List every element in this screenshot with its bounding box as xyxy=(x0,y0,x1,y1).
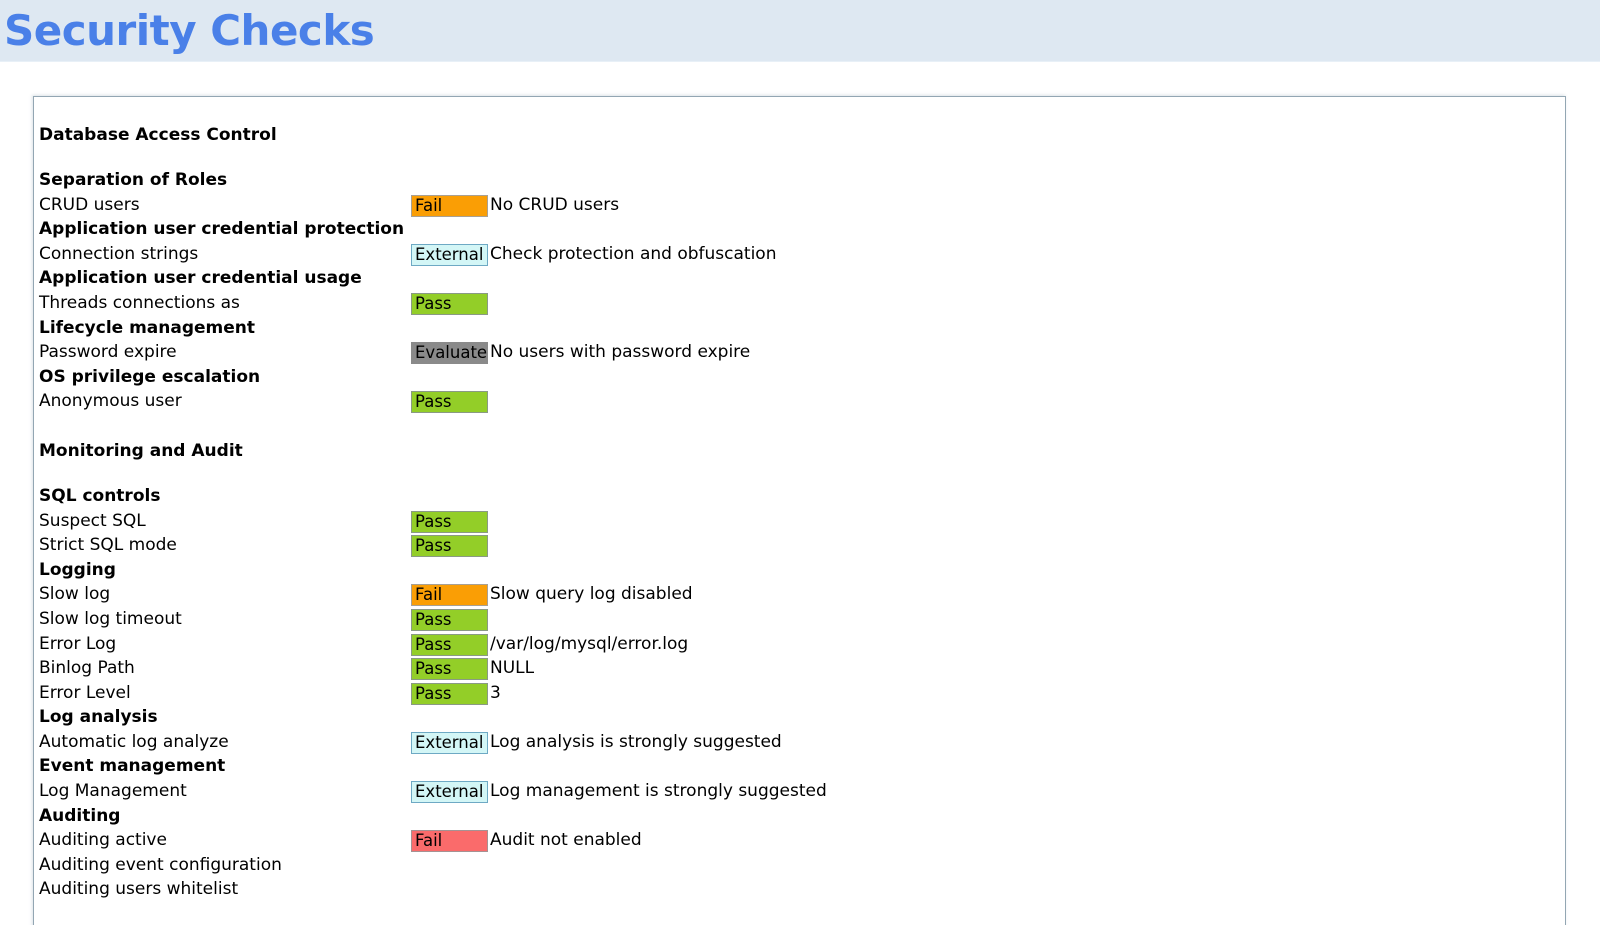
check-group-heading: Auditing xyxy=(38,804,1565,829)
vertical-scrollbar-thumb[interactable] xyxy=(1564,171,1565,209)
status-badge: External xyxy=(411,731,488,754)
check-row: Connection strings External Check protecti… xyxy=(38,242,1565,267)
status-badge: Pass xyxy=(411,682,488,705)
check-group-heading: OS privilege escalation xyxy=(38,365,1565,390)
status-badge: Fail xyxy=(411,194,488,217)
section-title-gap xyxy=(38,147,1565,168)
check-label: Password expire xyxy=(39,342,177,363)
report-panel: Database Access Control Separation of Rol… xyxy=(33,96,1566,925)
check-label: Anonymous user xyxy=(39,391,182,412)
page-header: Security Checks xyxy=(0,0,1600,62)
check-row: Binlog Path Pass NULL xyxy=(38,656,1565,681)
check-row: Error Level Pass 3 xyxy=(38,681,1565,706)
check-group-heading: Logging xyxy=(38,558,1565,583)
check-label: Auditing active xyxy=(39,830,167,851)
status-badge: Pass xyxy=(411,391,488,414)
vertical-scrollbar-track[interactable] xyxy=(1563,97,1565,925)
check-group-label: Log analysis xyxy=(39,707,158,728)
status-badge: Pass xyxy=(411,292,488,315)
status-badge: Evaluate xyxy=(411,342,488,365)
check-group-label: Application user credential usage xyxy=(39,268,362,289)
check-group-label: Application user credential protection xyxy=(39,219,405,240)
status-badge: Fail xyxy=(411,830,488,853)
check-label: Error Level xyxy=(39,682,131,703)
check-row: Error Log Pass/var/log/mysql/error.log xyxy=(38,632,1565,657)
check-group-heading: Lifecycle management xyxy=(38,316,1565,341)
check-label: Log Management xyxy=(39,781,187,802)
check-group-label: Separation of Roles xyxy=(39,170,228,190)
check-group-heading: Application user credential protection xyxy=(38,217,1565,242)
check-row: Automatic log analyze External Log analysi… xyxy=(38,730,1565,755)
check-note: Log management is strongly suggested xyxy=(490,781,827,802)
check-group-heading: Event management xyxy=(38,754,1565,779)
status-badge: Pass xyxy=(411,658,488,681)
check-label: Slow log timeout xyxy=(39,608,182,629)
check-label: Auditing event configuration xyxy=(39,854,282,875)
check-group-heading: Log analysis xyxy=(38,705,1565,730)
check-note: Audit not enabled xyxy=(490,830,642,851)
status-badge: Pass xyxy=(411,633,488,656)
status-badge: Pass xyxy=(411,535,488,558)
security-checks-report: Database Access Control Separation of Rol… xyxy=(38,123,1565,902)
check-row: Threads connections as Pass xyxy=(38,291,1565,316)
check-row: Strict SQL mode Pass xyxy=(38,533,1565,558)
status-badge: External xyxy=(411,781,488,804)
check-label: Binlog Path xyxy=(39,658,135,679)
check-note: /var/log/mysql/error.log xyxy=(490,633,689,654)
check-row: Anonymous user Pass xyxy=(38,389,1565,414)
section-title-gap xyxy=(38,463,1565,484)
status-badge: Fail xyxy=(411,584,488,607)
status-badge: Pass xyxy=(411,608,488,631)
section-spacer xyxy=(38,414,1565,439)
check-group-heading: Application user credential usage xyxy=(38,266,1565,291)
check-group-label: OS privilege escalation xyxy=(39,366,261,387)
check-note: Slow query log disabled xyxy=(490,584,693,605)
check-label: Suspect SQL xyxy=(39,510,146,531)
check-row: Auditing users whitelist xyxy=(38,877,1565,902)
check-group-heading: Separation of Roles xyxy=(38,168,1565,193)
check-label: Slow log xyxy=(39,584,111,605)
check-label: Strict SQL mode xyxy=(39,535,177,556)
check-label: CRUD users xyxy=(39,194,140,215)
check-group-heading: SQL controls xyxy=(38,484,1565,509)
check-row: Slow log Fail Slow query log disabled xyxy=(38,582,1565,607)
report-panel-wrapper: Database Access Control Separation of Rol… xyxy=(33,96,1567,925)
check-row: Slow log timeout Pass xyxy=(38,607,1565,632)
check-group-label: Auditing xyxy=(39,805,121,826)
check-row: Suspect SQL Pass xyxy=(38,509,1565,534)
check-note: No users with password expire xyxy=(490,342,751,363)
check-row: Auditing event configuration xyxy=(38,853,1565,878)
check-label: Threads connections as xyxy=(39,292,240,313)
check-label: Error Log xyxy=(39,633,117,654)
page-title: Security Checks xyxy=(4,5,375,55)
check-note: Log analysis is strongly suggested xyxy=(490,731,782,752)
section-title: Database Access Control xyxy=(39,125,277,145)
check-row: Password expire Evaluate No users with pas… xyxy=(38,340,1565,365)
check-label: Automatic log analyze xyxy=(39,731,229,752)
check-label: Auditing users whitelist xyxy=(39,879,239,900)
check-note: 3 xyxy=(490,682,501,703)
check-group-label: Logging xyxy=(39,559,116,580)
check-note: Check protection and obfuscation xyxy=(490,243,777,264)
check-group-label: Event management xyxy=(39,756,226,777)
status-badge: Pass xyxy=(411,510,488,533)
check-group-label: SQL controls xyxy=(39,485,161,506)
check-label: Connection strings xyxy=(39,243,199,264)
check-row: Log Management External Log management is … xyxy=(38,779,1565,804)
check-note: NULL xyxy=(490,658,535,679)
check-row: Auditing active Fail Audit not enabled xyxy=(38,828,1565,853)
section-title: Monitoring and Audit xyxy=(39,440,243,461)
check-row: CRUD users Fail No CRUD users xyxy=(38,193,1565,218)
check-group-label: Lifecycle management xyxy=(39,317,256,338)
check-note: No CRUD users xyxy=(490,194,620,215)
status-badge: External xyxy=(411,243,488,266)
